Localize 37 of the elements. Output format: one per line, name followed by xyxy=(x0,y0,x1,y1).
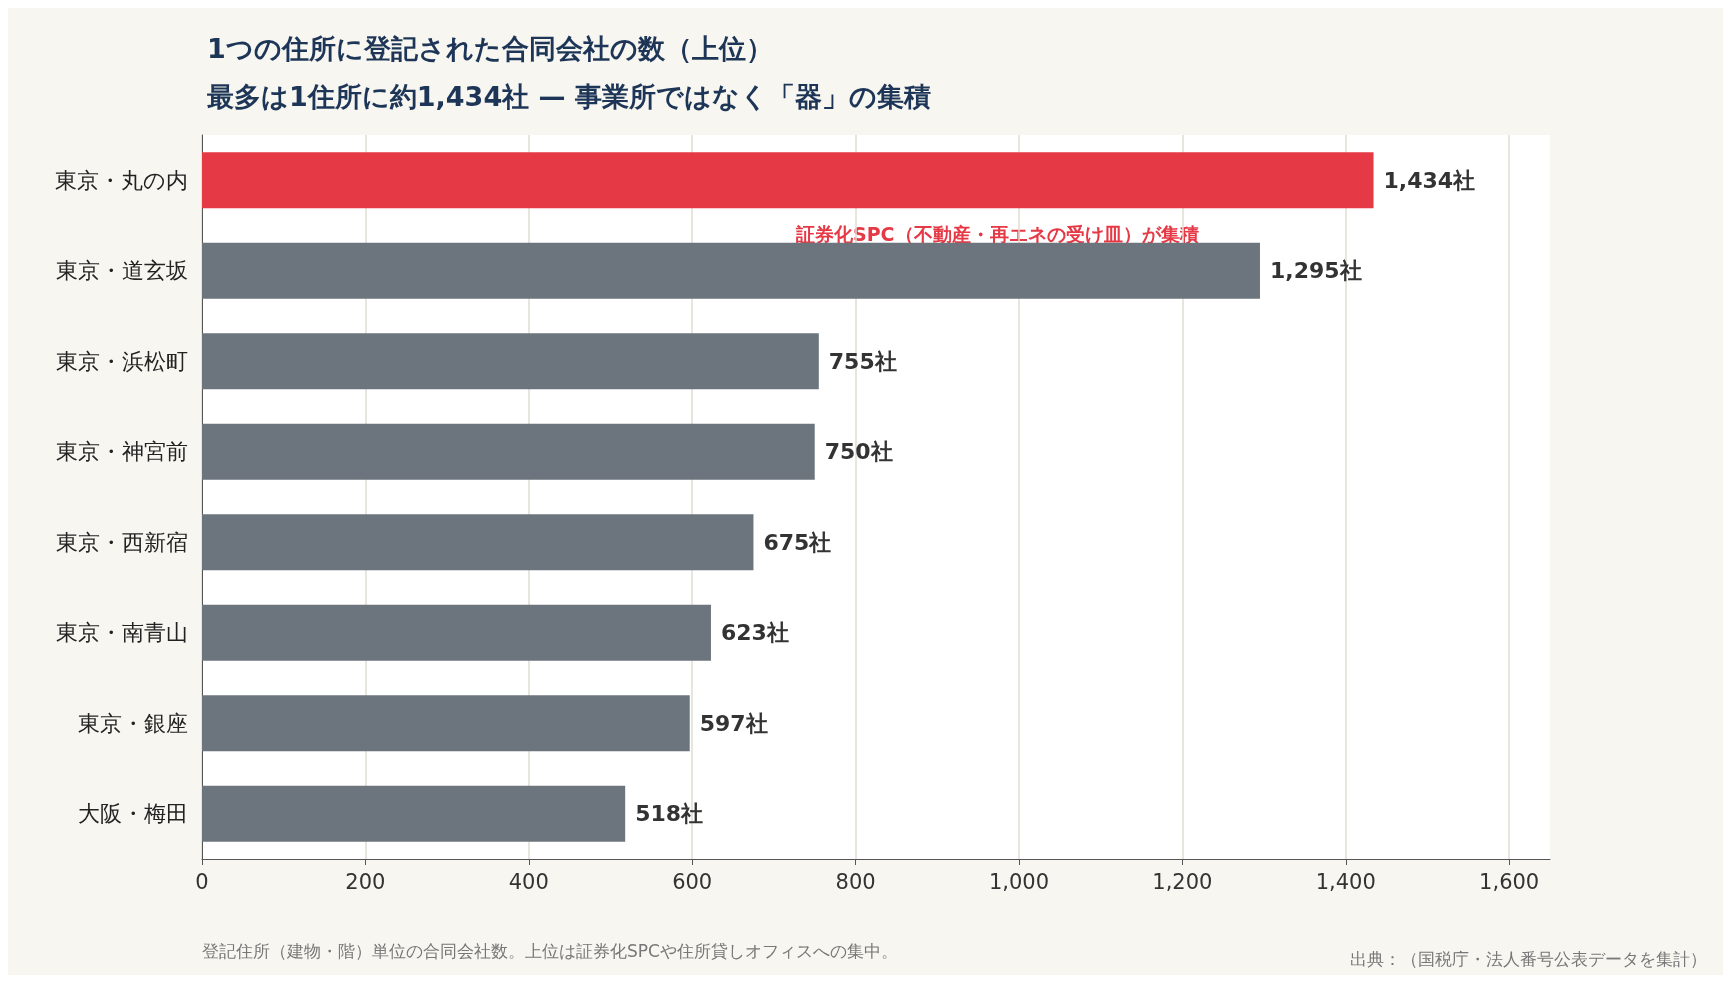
x-tick-label: 1,200 xyxy=(1152,869,1213,894)
chart-subtitle: 最多は1住所に約1,434社 — 事業所ではなく「器」の集積 xyxy=(206,81,931,112)
y-tick-label: 大阪・梅田 xyxy=(78,801,188,827)
data-label: 597社 xyxy=(699,710,768,736)
x-tick-label: 1,600 xyxy=(1479,869,1540,894)
bar xyxy=(202,695,690,752)
data-label: 1,295社 xyxy=(1269,258,1362,284)
bar xyxy=(202,604,711,661)
y-tick-label: 東京・銀座 xyxy=(78,710,188,736)
x-tick-label: 400 xyxy=(508,869,549,894)
bar xyxy=(202,333,819,390)
bar xyxy=(202,152,1374,209)
source-note: 出典：（国税庁・法人番号公表データを集計） xyxy=(1350,948,1707,969)
bar xyxy=(202,242,1260,299)
chart-title: 1つの住所に登記された合同会社の数（上位） xyxy=(207,33,773,64)
x-tick-label: 200 xyxy=(345,869,386,894)
data-label: 623社 xyxy=(720,620,789,646)
y-tick-label: 東京・丸の内 xyxy=(55,167,188,193)
bar xyxy=(202,514,754,571)
x-tick-label: 1,000 xyxy=(988,869,1050,894)
data-label: 675社 xyxy=(763,529,832,555)
x-tick-label: 0 xyxy=(195,869,209,894)
data-label: 750社 xyxy=(824,439,893,465)
y-tick-label: 東京・西新宿 xyxy=(56,529,188,555)
data-label: 755社 xyxy=(828,348,897,374)
bar xyxy=(202,423,815,480)
y-tick-label: 東京・浜松町 xyxy=(56,348,188,374)
data-label: 518社 xyxy=(635,801,704,827)
y-tick-label: 東京・神宮前 xyxy=(56,439,188,465)
text: 登記住所（建物・階）単位の合同会社数。上位は証券化SPCや住所貸しオフィスへの集中。 xyxy=(202,940,898,961)
data-label: 1,434社 xyxy=(1383,167,1476,193)
x-tick-label: 800 xyxy=(835,869,876,894)
y-tick-label: 東京・南青山 xyxy=(56,620,188,646)
y-tick-label: 東京・道玄坂 xyxy=(56,258,188,284)
bar xyxy=(202,785,626,842)
x-tick-label: 600 xyxy=(672,869,713,894)
x-tick-label: 1,400 xyxy=(1315,869,1376,894)
